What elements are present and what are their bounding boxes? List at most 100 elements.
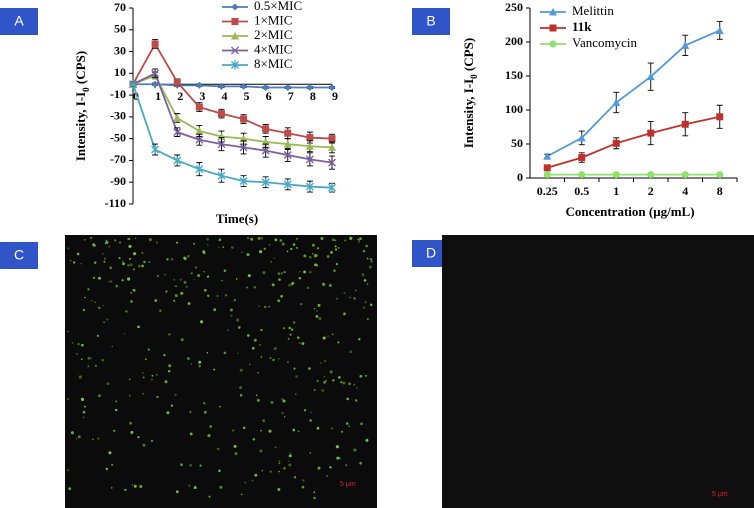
marker <box>195 103 203 111</box>
dot <box>364 374 368 377</box>
dot <box>147 348 150 351</box>
marker <box>261 137 270 146</box>
dot <box>288 326 291 330</box>
dot <box>343 291 346 295</box>
x-tick-label: 4 <box>682 184 688 198</box>
dot <box>251 346 255 350</box>
dot <box>241 251 244 254</box>
dot <box>317 466 321 470</box>
dot <box>296 237 298 240</box>
dot <box>186 357 190 360</box>
dot <box>193 278 195 281</box>
dot <box>246 286 248 289</box>
marker <box>543 164 551 172</box>
dot <box>341 430 344 433</box>
dot <box>254 473 258 477</box>
marker <box>173 113 182 122</box>
dot <box>313 491 316 494</box>
dot <box>329 466 332 469</box>
dot <box>292 243 296 246</box>
dot <box>133 484 137 488</box>
dot <box>110 280 113 283</box>
dot <box>104 257 107 260</box>
dot <box>342 381 346 385</box>
dot <box>297 430 300 433</box>
dot <box>309 419 312 422</box>
panel-label: C <box>14 247 24 263</box>
dot <box>134 237 137 240</box>
marker <box>151 80 159 88</box>
dot <box>208 495 211 498</box>
dot <box>368 265 372 269</box>
dot <box>316 310 318 312</box>
dot <box>231 246 234 249</box>
dot <box>230 314 233 317</box>
dot <box>274 238 278 242</box>
dot <box>115 284 119 288</box>
marker <box>681 41 690 49</box>
panel-label: D <box>426 245 436 261</box>
dot <box>308 367 311 370</box>
dot <box>137 325 140 329</box>
dot <box>246 253 250 257</box>
dot <box>69 260 72 262</box>
dot <box>87 356 91 360</box>
dot <box>247 274 251 278</box>
dot <box>348 382 351 386</box>
dot <box>280 295 283 298</box>
dot <box>165 290 168 293</box>
dot <box>223 351 227 355</box>
dot <box>288 283 292 287</box>
dot <box>219 405 221 408</box>
dot <box>279 239 283 242</box>
dot <box>124 488 127 492</box>
dot <box>313 307 316 310</box>
dot <box>363 306 366 309</box>
series-line <box>133 83 332 89</box>
dot <box>313 254 317 258</box>
dot <box>312 252 314 255</box>
dot <box>288 460 290 462</box>
dot <box>300 303 303 305</box>
dot <box>283 467 286 470</box>
dot <box>209 425 213 428</box>
series-line <box>546 29 721 158</box>
y-tick-label: 70 <box>114 0 126 14</box>
dot <box>94 364 97 367</box>
dot <box>315 314 319 318</box>
marker <box>231 46 239 55</box>
dot <box>273 257 275 260</box>
dot <box>303 254 307 258</box>
dot <box>274 446 277 449</box>
marker <box>283 179 292 189</box>
dot <box>67 247 70 250</box>
dot <box>298 276 302 280</box>
x-tick-label: 8 <box>717 184 723 198</box>
marker <box>239 134 248 143</box>
dot <box>130 430 134 434</box>
dot <box>294 393 297 395</box>
dot <box>194 266 198 269</box>
dot <box>360 422 363 426</box>
dot <box>170 404 174 407</box>
dot <box>244 481 247 484</box>
marker <box>151 69 160 78</box>
dot <box>127 264 130 267</box>
dot <box>290 328 294 331</box>
dot <box>340 381 343 384</box>
marker <box>305 142 314 150</box>
legend-label: Melittin <box>572 3 614 18</box>
dot <box>102 304 105 307</box>
marker <box>240 82 248 90</box>
y-axis-label-part: Intensity, I-I <box>73 92 88 161</box>
dot <box>129 263 133 267</box>
x-tick-label: 1 <box>613 184 619 198</box>
dot <box>309 452 312 454</box>
dot <box>259 343 262 347</box>
marker <box>129 79 137 89</box>
marker <box>151 40 159 48</box>
dot <box>92 276 96 280</box>
dot <box>108 281 110 283</box>
dot <box>75 437 78 440</box>
marker <box>217 132 226 140</box>
